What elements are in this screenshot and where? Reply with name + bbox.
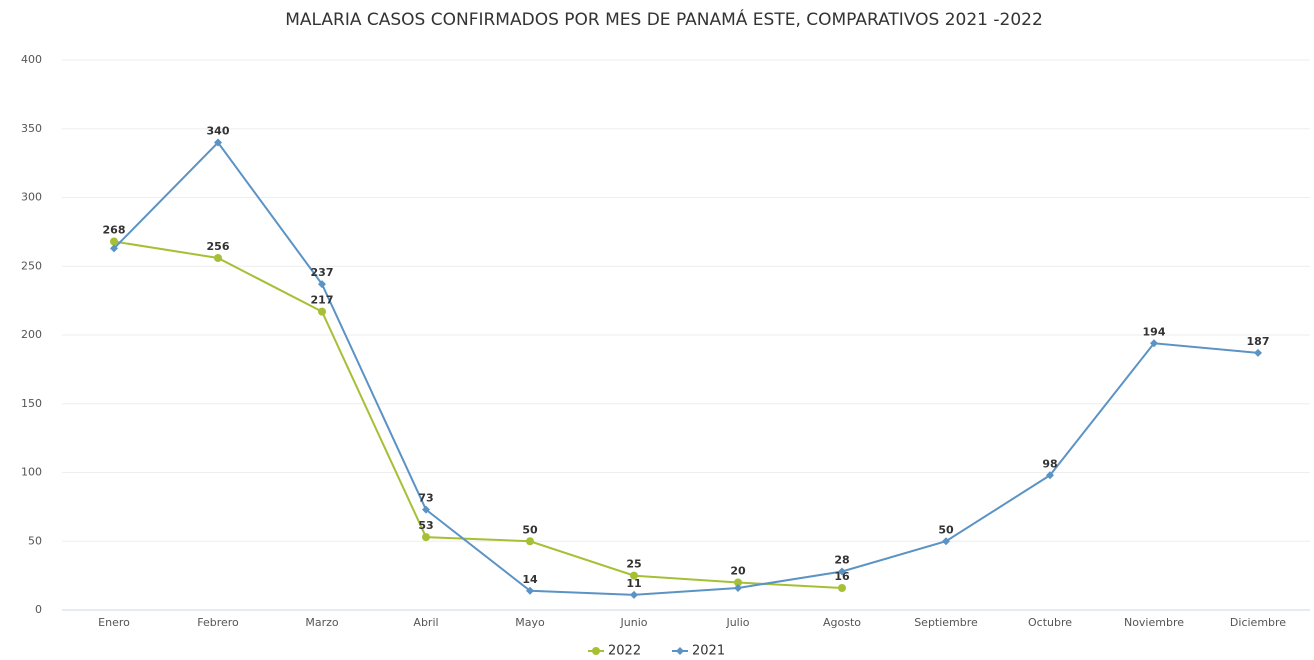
x-tick-label: Abril: [413, 616, 438, 629]
data-label: 50: [522, 523, 538, 536]
point: [1046, 471, 1054, 480]
y-tick-label: 200: [21, 328, 42, 341]
x-tick-label: Mayo: [515, 616, 545, 629]
y-tick-label: 150: [21, 397, 42, 410]
data-label: 25: [626, 558, 641, 571]
data-label: 340: [207, 125, 230, 138]
data-label: 28: [834, 554, 849, 567]
data-label: 16: [834, 570, 850, 583]
point: [838, 584, 846, 592]
data-label: 53: [418, 519, 433, 532]
y-tick-label: 100: [21, 466, 42, 479]
x-tick-label: Julio: [725, 616, 749, 629]
point: [318, 307, 326, 316]
x-tick-label: Agosto: [823, 616, 861, 629]
data-label: 14: [522, 573, 538, 586]
point: [838, 567, 846, 576]
x-tick-label: Marzo: [305, 616, 339, 629]
point: [942, 537, 950, 546]
data-label: 50: [938, 523, 954, 536]
legend-marker: [592, 647, 600, 655]
y-tick-label: 300: [21, 191, 42, 204]
x-tick-label: Noviembre: [1124, 616, 1184, 629]
data-label: 73: [418, 492, 433, 505]
y-tick-label: 350: [21, 122, 42, 135]
x-tick-label: Enero: [98, 616, 130, 629]
point: [110, 237, 118, 246]
point: [214, 138, 222, 147]
point: [526, 586, 534, 595]
point: [422, 533, 430, 542]
data-label: 187: [1247, 335, 1270, 348]
data-label: 217: [311, 294, 334, 307]
data-label: 11: [626, 577, 641, 590]
x-tick-label: Octubre: [1028, 616, 1072, 629]
point: [1150, 339, 1158, 348]
data-label: 194: [1143, 325, 1166, 338]
legend-marker: [676, 647, 684, 655]
series-line: [113, 240, 843, 589]
data-label: 268: [103, 224, 126, 237]
point: [734, 578, 742, 587]
data-label: 237: [311, 266, 334, 279]
point: [110, 244, 118, 253]
x-tick-label: Febrero: [197, 616, 239, 629]
x-tick-label: Septiembre: [914, 616, 978, 629]
point: [630, 590, 638, 599]
point: [734, 584, 742, 592]
data-label: 256: [207, 240, 230, 253]
x-tick-label: Diciembre: [1230, 616, 1286, 629]
legend-label: 2021: [692, 644, 725, 659]
point: [422, 505, 430, 514]
data-label: 98: [1042, 457, 1057, 470]
point: [630, 571, 638, 580]
x-tick-label: Junio: [620, 616, 648, 629]
series-line: [113, 140, 1259, 596]
legend-label: 2022: [608, 644, 641, 659]
point: [526, 537, 534, 546]
y-tick-label: 250: [21, 259, 42, 272]
point: [214, 254, 222, 262]
y-tick-label: 0: [35, 603, 42, 616]
y-tick-label: 400: [21, 53, 42, 66]
point: [318, 280, 326, 289]
chart-title: MALARIA CASOS CONFIRMADOS POR MES DE PAN…: [285, 8, 1043, 30]
data-label: 20: [730, 565, 746, 578]
point: [1254, 348, 1262, 357]
y-tick-label: 50: [28, 534, 42, 547]
